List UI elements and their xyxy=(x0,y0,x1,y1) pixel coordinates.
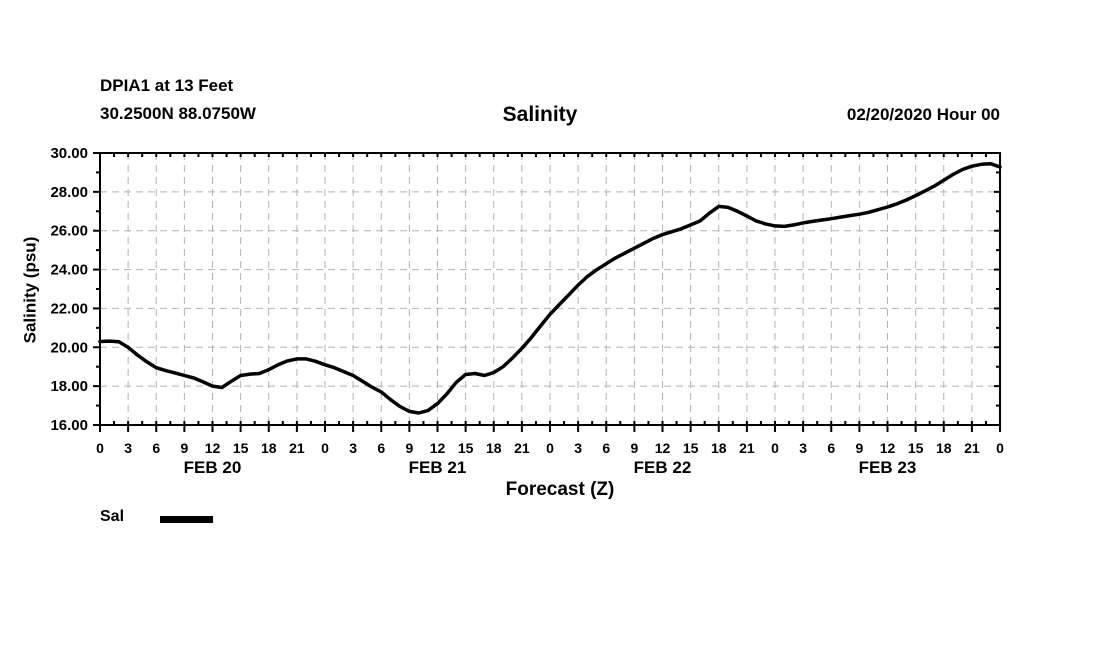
x-tick-label: 6 xyxy=(827,440,835,456)
x-tick-label: 0 xyxy=(771,440,779,456)
chart-title: Salinity xyxy=(502,103,578,126)
x-tick-label: 12 xyxy=(205,440,221,456)
x-axis-title: Forecast (Z) xyxy=(505,479,615,500)
station-name: DPIA1 at 13 Feet xyxy=(100,76,234,95)
y-tick-label: 28.00 xyxy=(50,184,88,201)
x-tick-label: 18 xyxy=(261,440,277,456)
x-tick-label: 0 xyxy=(96,440,104,456)
y-tick-label: 22.00 xyxy=(50,300,88,317)
x-tick-label: 12 xyxy=(655,440,671,456)
x-tick-label: 6 xyxy=(377,440,385,456)
x-tick-label: 15 xyxy=(908,440,924,456)
x-tick-label: 0 xyxy=(321,440,329,456)
x-tick-label: 12 xyxy=(880,440,896,456)
y-tick-label: 26.00 xyxy=(50,223,88,240)
x-day-label: FEB 20 xyxy=(184,458,242,477)
legend-series-label: Sal xyxy=(100,508,125,525)
x-tick-label: 9 xyxy=(180,440,188,456)
x-tick-label: 9 xyxy=(405,440,413,456)
y-tick-label: 16.00 xyxy=(50,417,88,434)
x-tick-label: 21 xyxy=(289,440,305,456)
x-tick-label: 15 xyxy=(233,440,249,456)
x-tick-label: 18 xyxy=(711,440,727,456)
x-tick-label: 6 xyxy=(602,440,610,456)
x-tick-label: 0 xyxy=(996,440,1004,456)
x-tick-label: 3 xyxy=(799,440,807,456)
x-tick-label: 15 xyxy=(458,440,474,456)
legend-line-swatch xyxy=(160,516,213,523)
x-day-label: FEB 21 xyxy=(409,458,467,477)
x-tick-label: 3 xyxy=(574,440,582,456)
y-tick-label: 18.00 xyxy=(50,378,88,395)
forecast-run-datetime: 02/20/2020 Hour 00 xyxy=(846,105,1000,124)
station-coordinates: 30.2500N 88.0750W xyxy=(100,104,256,123)
x-tick-label: 9 xyxy=(630,440,638,456)
x-day-label: FEB 22 xyxy=(634,458,692,477)
y-tick-label: 24.00 xyxy=(50,262,88,279)
x-tick-label: 0 xyxy=(546,440,554,456)
series-line-sal xyxy=(98,161,1002,415)
x-tick-label: 21 xyxy=(964,440,980,456)
x-tick-label: 12 xyxy=(430,440,446,456)
x-day-label: FEB 23 xyxy=(859,458,917,477)
x-tick-label: 18 xyxy=(486,440,502,456)
y-tick-label: 20.00 xyxy=(50,339,88,356)
x-tick-label: 6 xyxy=(152,440,160,456)
x-tick-label: 3 xyxy=(124,440,132,456)
x-tick-label: 18 xyxy=(936,440,952,456)
x-tick-label: 21 xyxy=(514,440,530,456)
y-tick-label: 30.00 xyxy=(50,145,88,162)
x-tick-label: 15 xyxy=(683,440,699,456)
x-tick-label: 21 xyxy=(739,440,755,456)
plot-frame xyxy=(99,152,1001,426)
x-tick-label: 9 xyxy=(855,440,863,456)
x-tick-label: 3 xyxy=(349,440,357,456)
